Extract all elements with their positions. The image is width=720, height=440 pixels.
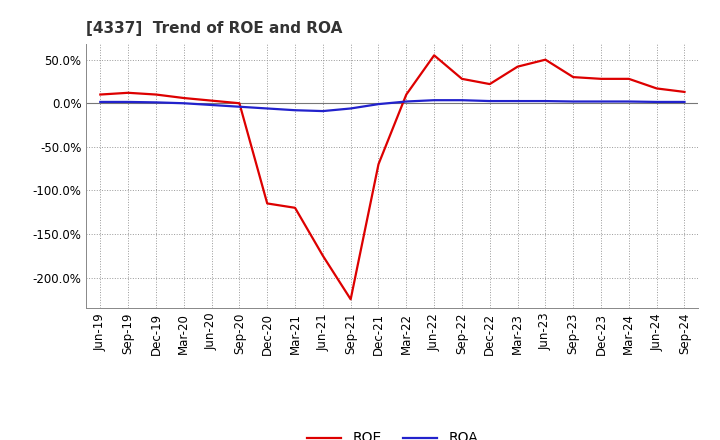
ROE bbox=[318, 253, 327, 258]
ROA bbox=[96, 99, 104, 105]
ROA bbox=[680, 99, 689, 105]
ROA bbox=[402, 99, 410, 104]
ROA bbox=[652, 99, 661, 105]
ROA bbox=[374, 102, 383, 107]
ROE bbox=[291, 205, 300, 210]
ROE bbox=[597, 76, 606, 81]
ROA bbox=[346, 106, 355, 111]
ROA bbox=[235, 104, 243, 110]
Line: ROE: ROE bbox=[100, 55, 685, 299]
ROE bbox=[541, 57, 550, 62]
ROE bbox=[485, 81, 494, 87]
ROA bbox=[624, 99, 633, 104]
ROA bbox=[513, 99, 522, 104]
ROE bbox=[680, 89, 689, 95]
ROA bbox=[318, 108, 327, 114]
ROA bbox=[179, 101, 188, 106]
ROA bbox=[152, 100, 161, 105]
ROE bbox=[624, 76, 633, 81]
ROA bbox=[597, 99, 606, 104]
ROE bbox=[430, 53, 438, 58]
ROA bbox=[430, 98, 438, 103]
ROE bbox=[458, 76, 467, 81]
Line: ROA: ROA bbox=[100, 100, 685, 111]
ROE bbox=[374, 161, 383, 167]
ROA bbox=[569, 99, 577, 104]
ROE bbox=[96, 92, 104, 97]
ROE bbox=[402, 92, 410, 97]
ROE bbox=[152, 92, 161, 97]
ROE bbox=[513, 64, 522, 69]
ROE bbox=[652, 86, 661, 91]
ROA bbox=[291, 107, 300, 113]
ROA bbox=[124, 99, 132, 105]
ROA bbox=[458, 98, 467, 103]
ROE bbox=[207, 98, 216, 103]
ROE bbox=[346, 297, 355, 302]
ROA bbox=[207, 103, 216, 108]
ROE bbox=[569, 74, 577, 80]
ROE bbox=[179, 95, 188, 101]
Legend: ROE, ROA: ROE, ROA bbox=[301, 426, 484, 440]
Text: [4337]  Trend of ROE and ROA: [4337] Trend of ROE and ROA bbox=[86, 21, 343, 36]
ROA bbox=[263, 106, 271, 111]
ROE bbox=[235, 101, 243, 106]
ROA bbox=[541, 99, 550, 104]
ROE bbox=[263, 201, 271, 206]
ROA bbox=[485, 99, 494, 104]
ROE bbox=[124, 90, 132, 95]
